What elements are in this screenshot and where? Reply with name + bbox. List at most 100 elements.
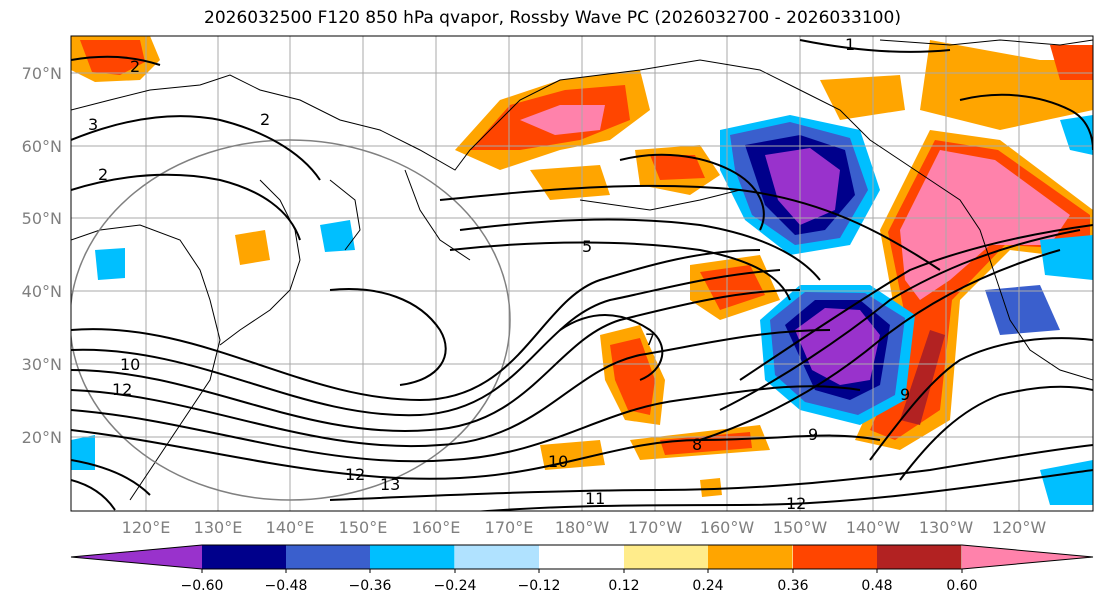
map-frame — [70, 35, 1094, 512]
contour-label: 1 — [845, 35, 855, 54]
contour-line — [71, 173, 301, 241]
colorbar-tick-label: −0.48 — [265, 578, 308, 594]
latitude-label: 40°N — [22, 282, 62, 301]
contour-line — [71, 429, 881, 480]
contour-label: 2 — [98, 165, 108, 184]
contour-line — [71, 459, 151, 496]
longitude-label: 150°E — [339, 518, 388, 537]
contour-line — [699, 249, 1061, 441]
colorbar-swatch — [793, 545, 878, 569]
anomaly-fill — [650, 155, 705, 180]
contour-line — [329, 288, 447, 386]
colorbar-tick-label: 0.48 — [861, 578, 892, 594]
longitude-label: 140°W — [846, 518, 901, 537]
colorbar: −0.60 −0.48 −0.36 −0.24 −0.12 0.12 0.24 … — [70, 544, 1094, 594]
anomaly-fill — [1050, 45, 1093, 80]
contour-label-layer: 1 2 3 2 2 5 7 8 9 10 11 12 12 13 10 12 9 — [88, 35, 910, 513]
colorbar-tick-label: −0.60 — [181, 578, 224, 594]
colorbar-tick-label: 0.24 — [692, 578, 723, 594]
figure-title: 2026032500 F120 850 hPa qvapor, Rossby W… — [204, 8, 901, 28]
contour-line — [739, 224, 1093, 381]
contour-label: 2 — [130, 57, 140, 76]
colorbar-tick-label: 0.36 — [777, 578, 808, 594]
colorbar-swatch — [455, 545, 540, 569]
longitude-label: 130°W — [919, 518, 974, 537]
longitude-label: 170°E — [485, 518, 534, 537]
contour-label: 3 — [88, 115, 98, 134]
contour-line — [473, 469, 1093, 511]
colorbar-swatch — [202, 545, 287, 569]
contour-line — [459, 218, 821, 281]
anomaly-fill — [1040, 235, 1093, 280]
contour-label: 9 — [900, 385, 910, 404]
contour-line — [439, 184, 941, 271]
contour-label: 12 — [786, 494, 806, 513]
anomaly-fill — [540, 440, 605, 470]
anomaly-fill — [820, 75, 905, 120]
contour-line — [71, 115, 321, 181]
colorbar-swatch — [539, 545, 624, 569]
longitude-label: 180°W — [555, 518, 610, 537]
latitude-label: 20°N — [22, 428, 62, 447]
colorbar-swatch — [286, 545, 371, 569]
contour-line — [71, 289, 801, 432]
longitude-axis: 120°E 130°E 140°E 150°E 160°E 170°E 180°… — [122, 518, 1047, 537]
contour-line — [71, 385, 861, 463]
contour-label: 9 — [808, 425, 818, 444]
contour-label: 12 — [112, 380, 132, 399]
longitude-label: 150°W — [773, 518, 828, 537]
reference-ellipse — [71, 139, 511, 501]
anomaly-fill — [700, 478, 722, 497]
anomaly-fill — [320, 220, 355, 252]
coastline — [329, 179, 361, 251]
contour-line — [959, 93, 1093, 151]
colorbar-swatch — [370, 545, 455, 569]
colorbar-tick-label: −0.24 — [434, 578, 477, 594]
colorbar-extend-left — [71, 545, 202, 569]
contour-line — [71, 479, 116, 511]
longitude-label: 120°W — [992, 518, 1047, 537]
latitude-label: 70°N — [22, 64, 62, 83]
contour-line — [559, 314, 664, 381]
contour-label: 12 — [345, 465, 365, 484]
longitude-label: 170°W — [628, 518, 683, 537]
longitude-label: 160°E — [412, 518, 461, 537]
contour-line — [619, 153, 765, 231]
anomaly-fill — [900, 330, 945, 425]
anomaly-fill — [95, 248, 125, 280]
anomaly-fill — [900, 150, 1070, 300]
anomaly-fill — [610, 338, 655, 415]
anomaly-fill — [235, 230, 270, 265]
contour-line — [71, 269, 781, 417]
coastline — [71, 59, 1093, 381]
colorbar-tick-label: −0.36 — [349, 578, 392, 594]
anomaly-fill-layer — [71, 36, 1093, 505]
longitude-label: 160°W — [700, 518, 755, 537]
colorbar-tick-label: 0.12 — [608, 578, 639, 594]
contour-line — [719, 229, 1081, 411]
contour-label: 10 — [548, 452, 568, 471]
latitude-label: 60°N — [22, 137, 62, 156]
contour-label: 13 — [380, 475, 400, 494]
colorbar-tick-label: 0.60 — [946, 578, 977, 594]
colorbar-ticks — [201, 569, 963, 573]
contour-line — [71, 329, 831, 448]
contour-line — [449, 241, 791, 301]
contour-lines — [71, 39, 1093, 511]
coastline — [879, 39, 1093, 46]
anomaly-fill — [520, 105, 605, 135]
anomaly-fill — [795, 308, 880, 385]
anomaly-fill — [985, 285, 1060, 335]
contour-line — [899, 385, 1093, 481]
anomaly-fill — [765, 148, 840, 225]
longitude-label: 120°E — [122, 518, 171, 537]
coastline — [219, 179, 301, 346]
contour-line — [329, 444, 1093, 501]
latitude-label: 50°N — [22, 209, 62, 228]
longitude-label: 140°E — [266, 518, 315, 537]
colorbar-swatch — [877, 545, 962, 569]
contour-label: 11 — [585, 489, 605, 508]
anomaly-fill — [1060, 115, 1093, 155]
colorbar-tick-label: −0.12 — [518, 578, 561, 594]
